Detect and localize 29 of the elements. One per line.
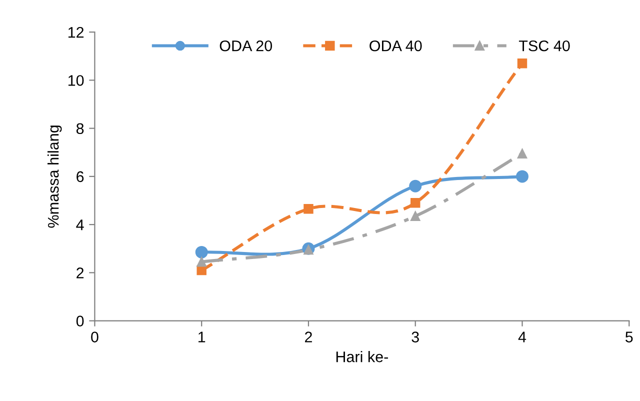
y-tick-label: 12 <box>68 26 84 38</box>
legend-label: ODA 40 <box>370 40 422 52</box>
legend-label: TSC 40 <box>518 40 570 52</box>
y-tick-label: 10 <box>68 75 84 86</box>
legend-label: ODA 20 <box>220 40 272 52</box>
x-tick-label: 1 <box>198 332 206 342</box>
point <box>304 204 314 214</box>
x-tick-label: 3 <box>412 332 419 342</box>
point <box>409 180 422 192</box>
point <box>517 58 528 68</box>
point <box>196 256 206 267</box>
point <box>410 211 420 221</box>
point <box>304 244 314 255</box>
y-tick-label: 8 <box>76 123 84 134</box>
y-tick-label: 2 <box>76 268 84 278</box>
y-tick-label: 0 <box>76 316 84 326</box>
x-axis-title: Hari ke- <box>336 351 388 362</box>
point <box>195 246 208 258</box>
x-tick-label: 0 <box>91 332 98 342</box>
x-tick-label: 5 <box>625 332 633 342</box>
point <box>517 148 528 158</box>
y-tick-label: 4 <box>76 220 84 230</box>
point <box>516 170 528 183</box>
y-axis-title: %massa hilang <box>48 126 62 228</box>
x-tick-label: 4 <box>518 332 526 342</box>
point <box>196 265 206 276</box>
point <box>410 198 420 208</box>
y-tick-label: 6 <box>76 171 84 182</box>
x-tick-label: 2 <box>305 332 312 342</box>
